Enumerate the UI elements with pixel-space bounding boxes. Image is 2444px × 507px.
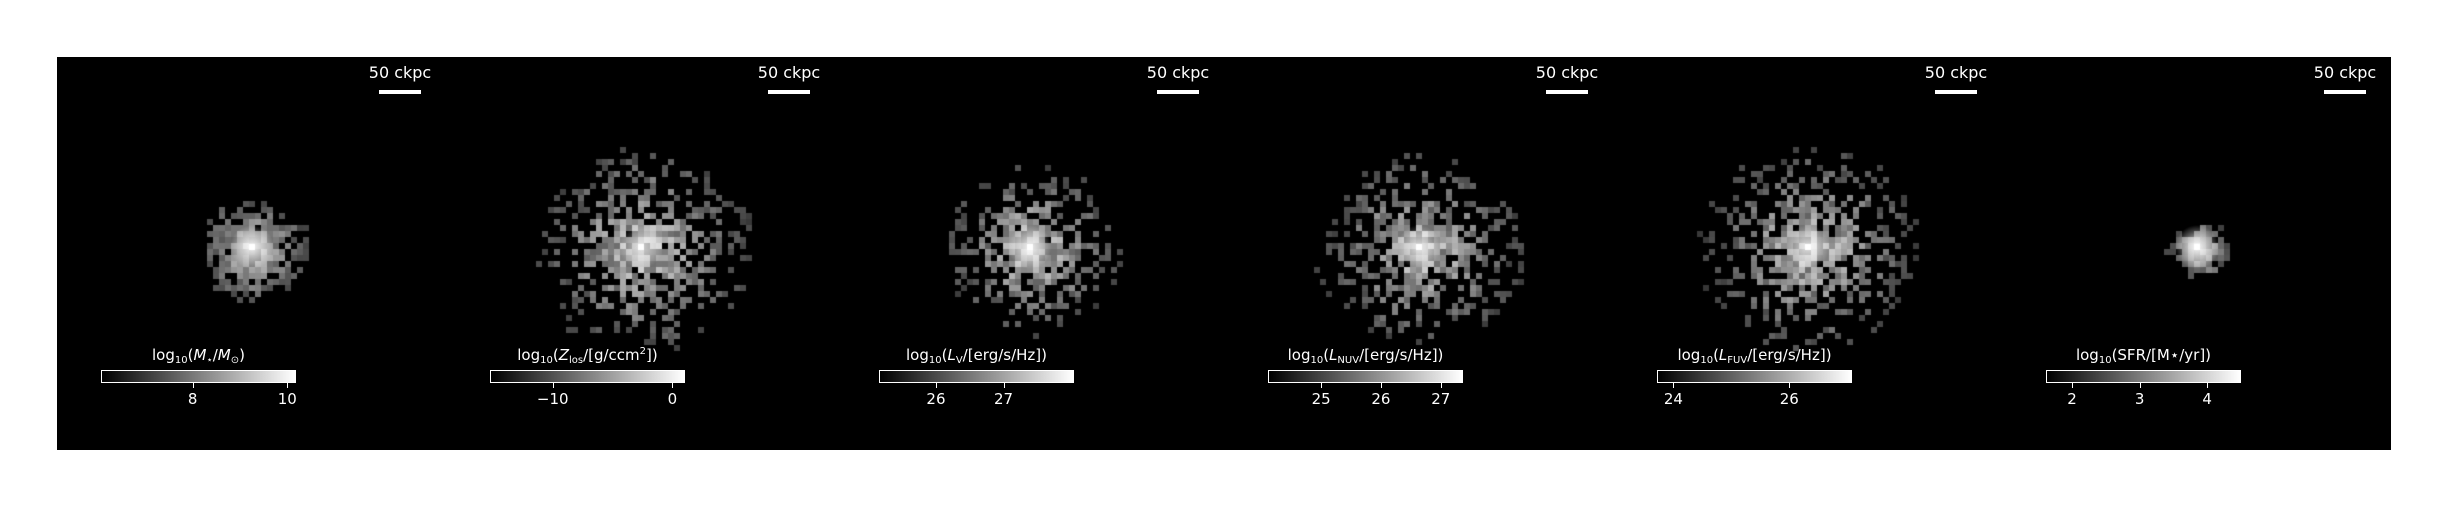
scalebar: 50 ckpc <box>756 63 822 94</box>
scalebar: 50 ckpc <box>1145 63 1211 94</box>
colorbar-tick <box>1380 383 1382 388</box>
colorbar-tick-label: 27 <box>1431 390 1451 408</box>
scalebar-line <box>1935 90 1977 94</box>
colorbar-tick <box>552 383 554 388</box>
panel-fuv-luminosity: 50 ckpc log10(LFUV/[erg/s/Hz]) 24 26 <box>1613 57 2002 450</box>
metallicity-map-image <box>446 57 835 450</box>
colorbar-tick-label: 10 <box>277 390 297 408</box>
figure-panels: 50 ckpc log10(M⋆/M⊙) 8 10 50 ckpc log10(Z… <box>57 57 2391 450</box>
colorbar-title: log10(Zlos/[g/ccm2]) <box>517 346 658 366</box>
v-band-luminosity-map-image <box>835 57 1224 450</box>
colorbar-tick-label: 27 <box>993 390 1014 408</box>
stellar-mass-map-image <box>57 57 446 450</box>
scalebar: 50 ckpc <box>1534 63 1600 94</box>
colorbar-tick <box>1789 383 1791 388</box>
colorbar-tick-label: 25 <box>1311 390 1331 408</box>
colorbar-title: log10(SFR/[M⋆/yr]) <box>2075 346 2212 366</box>
colorbar-tick <box>1440 383 1442 388</box>
colorbar-title: log10(LFUV/[erg/s/Hz]) <box>1677 346 1832 366</box>
scalebar-line <box>1546 90 1588 94</box>
panel-v-band-luminosity: 50 ckpc log10(LV/[erg/s/Hz]) 26 27 <box>835 57 1224 450</box>
panel-stellar-mass: 50 ckpc log10(M⋆/M⊙) 8 10 <box>57 57 446 450</box>
colorbar-gradient <box>879 370 1074 383</box>
colorbar-tick-label: 26 <box>926 390 946 408</box>
colorbar-gradient <box>2046 370 2241 383</box>
colorbar-gradient <box>1657 370 1852 383</box>
scalebar-line <box>2324 90 2366 94</box>
colorbar-tick-label: 0 <box>667 390 678 408</box>
colorbar-tick-label: 26 <box>1371 390 1391 408</box>
fuv-luminosity-map-image <box>1613 57 2002 450</box>
panel-nuv-luminosity: 50 ckpc log10(LNUV/[erg/s/Hz]) 25 26 27 <box>1224 57 1613 450</box>
scalebar-label: 50 ckpc <box>1924 63 1988 82</box>
colorbar-tick-label: −10 <box>536 390 569 408</box>
panel-star-formation-rate: 50 ckpc log10(SFR/[M⋆/yr]) 2 3 4 <box>2002 57 2391 450</box>
scalebar-label: 50 ckpc <box>2313 63 2377 82</box>
scalebar: 50 ckpc <box>367 63 433 94</box>
scalebar-label: 50 ckpc <box>1146 63 1210 82</box>
scalebar-line <box>768 90 810 94</box>
colorbar-tick <box>935 383 937 388</box>
colorbar-title: log10(LNUV/[erg/s/Hz]) <box>1287 346 1444 366</box>
colorbar-tick <box>1003 383 1005 388</box>
scalebar-label: 50 ckpc <box>368 63 432 82</box>
colorbar-tick <box>2072 383 2074 388</box>
colorbar-tick-label: 4 <box>2202 390 2212 408</box>
colorbar-title: log10(M⋆/M⊙) <box>152 346 245 366</box>
colorbar-title: log10(LV/[erg/s/Hz]) <box>905 346 1047 366</box>
scalebar-label: 50 ckpc <box>1535 63 1599 82</box>
colorbar-tick <box>287 383 289 388</box>
star-formation-rate-map-image <box>2002 57 2391 450</box>
scalebar-label: 50 ckpc <box>757 63 821 82</box>
colorbar-tick <box>1673 383 1675 388</box>
colorbar-tick-label: 8 <box>187 390 198 408</box>
colorbar-tick <box>1321 383 1323 388</box>
colorbar-tick <box>2207 383 2209 388</box>
colorbar-tick <box>192 383 194 388</box>
nuv-luminosity-map-image <box>1224 57 1613 450</box>
scalebar: 50 ckpc <box>2312 63 2378 94</box>
colorbar-gradient <box>101 370 296 383</box>
colorbar-gradient <box>490 370 685 383</box>
colorbar-tick-label: 2 <box>2067 390 2077 408</box>
colorbar-tick <box>2139 383 2141 388</box>
colorbar-tick-label: 26 <box>1779 390 1799 408</box>
colorbar-tick-label: 3 <box>2134 390 2145 408</box>
panel-metallicity: 50 ckpc log10(Zlos/[g/ccm2]) −10 0 <box>446 57 835 450</box>
scalebar: 50 ckpc <box>1923 63 1989 94</box>
scalebar-line <box>379 90 421 94</box>
scalebar-line <box>1157 90 1199 94</box>
colorbar-tick-label: 24 <box>1663 390 1683 408</box>
colorbar-tick <box>672 383 674 388</box>
colorbar-gradient <box>1268 370 1463 383</box>
